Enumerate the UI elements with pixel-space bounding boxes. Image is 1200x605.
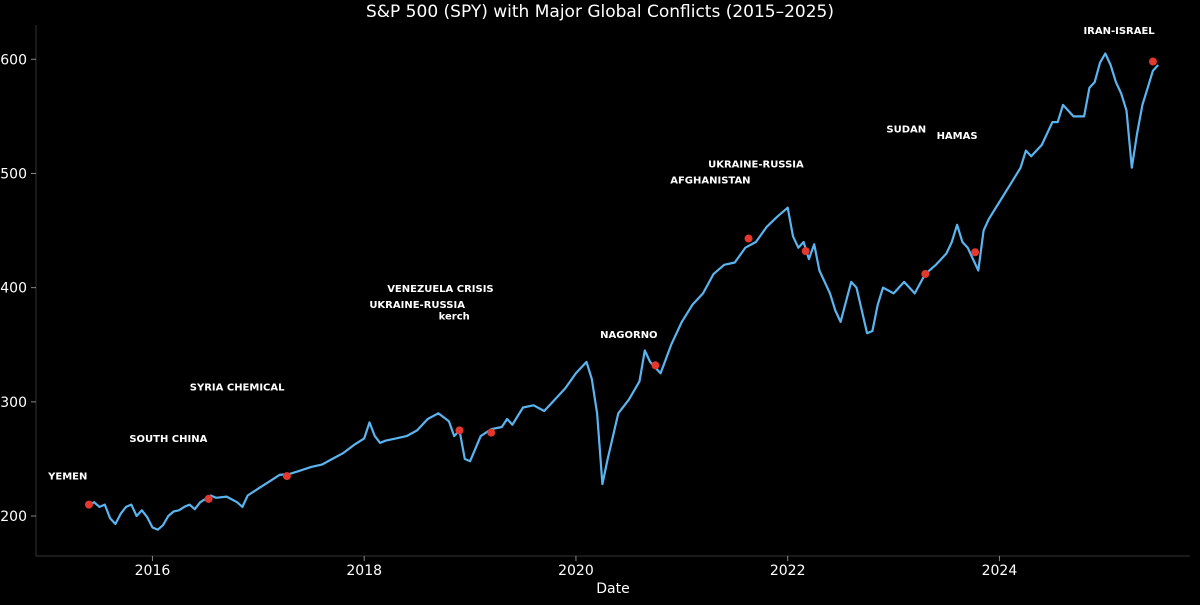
event-label: YEMEN xyxy=(47,471,87,482)
event-label: SUDAN xyxy=(886,124,926,135)
event-marker xyxy=(744,234,753,243)
event-label: kerch xyxy=(439,312,470,323)
x-tick-label: 2016 xyxy=(135,563,171,579)
x-tick-label: 2018 xyxy=(346,563,382,579)
spy-price-line xyxy=(88,52,1160,531)
event-label: UKRAINE-RUSSIA xyxy=(708,160,804,171)
event-label: HAMAS xyxy=(937,131,978,142)
axes-spines xyxy=(35,25,1190,557)
event-marker xyxy=(651,361,660,370)
event-label: VENEZUELA CRISIS xyxy=(387,284,493,295)
axis-ticks: 2016 2018 2020 2022 2024 200 300 400 500 600 xyxy=(0,52,1017,579)
x-axis-label: Date xyxy=(596,581,629,597)
x-tick-label: 2020 xyxy=(558,563,594,579)
event-marker xyxy=(921,269,930,278)
y-tick-label: 600 xyxy=(0,52,27,68)
event-marker xyxy=(971,248,980,257)
event-label: UKRAINE-RUSSIA xyxy=(369,300,465,311)
event-marker xyxy=(801,247,810,256)
event-label: SYRIA CHEMICAL xyxy=(190,382,285,393)
x-tick-label: 2022 xyxy=(770,563,806,579)
y-tick-label: 300 xyxy=(0,395,27,411)
event-marker xyxy=(455,426,464,435)
y-tick-label: 500 xyxy=(0,166,27,182)
conflict-events: YEMEN SOUTH CHINA SYRIA CHEMICAL UKRAINE-RU… xyxy=(47,26,1157,509)
event-label: SOUTH CHINA xyxy=(129,434,207,445)
event-marker xyxy=(204,494,213,503)
event-marker xyxy=(84,500,93,509)
chart-title: S&P 500 (SPY) with Major Global Conflict… xyxy=(366,2,834,22)
event-label: NAGORNO xyxy=(600,330,657,341)
y-tick-label: 400 xyxy=(0,281,27,297)
x-tick-label: 2024 xyxy=(982,563,1018,579)
y-tick-label: 200 xyxy=(0,509,27,525)
event-label: AFGHANISTAN xyxy=(670,176,750,187)
event-marker xyxy=(487,428,496,437)
event-marker xyxy=(282,472,291,481)
event-label: IRAN-ISRAEL xyxy=(1083,26,1155,37)
event-marker xyxy=(1148,57,1157,66)
